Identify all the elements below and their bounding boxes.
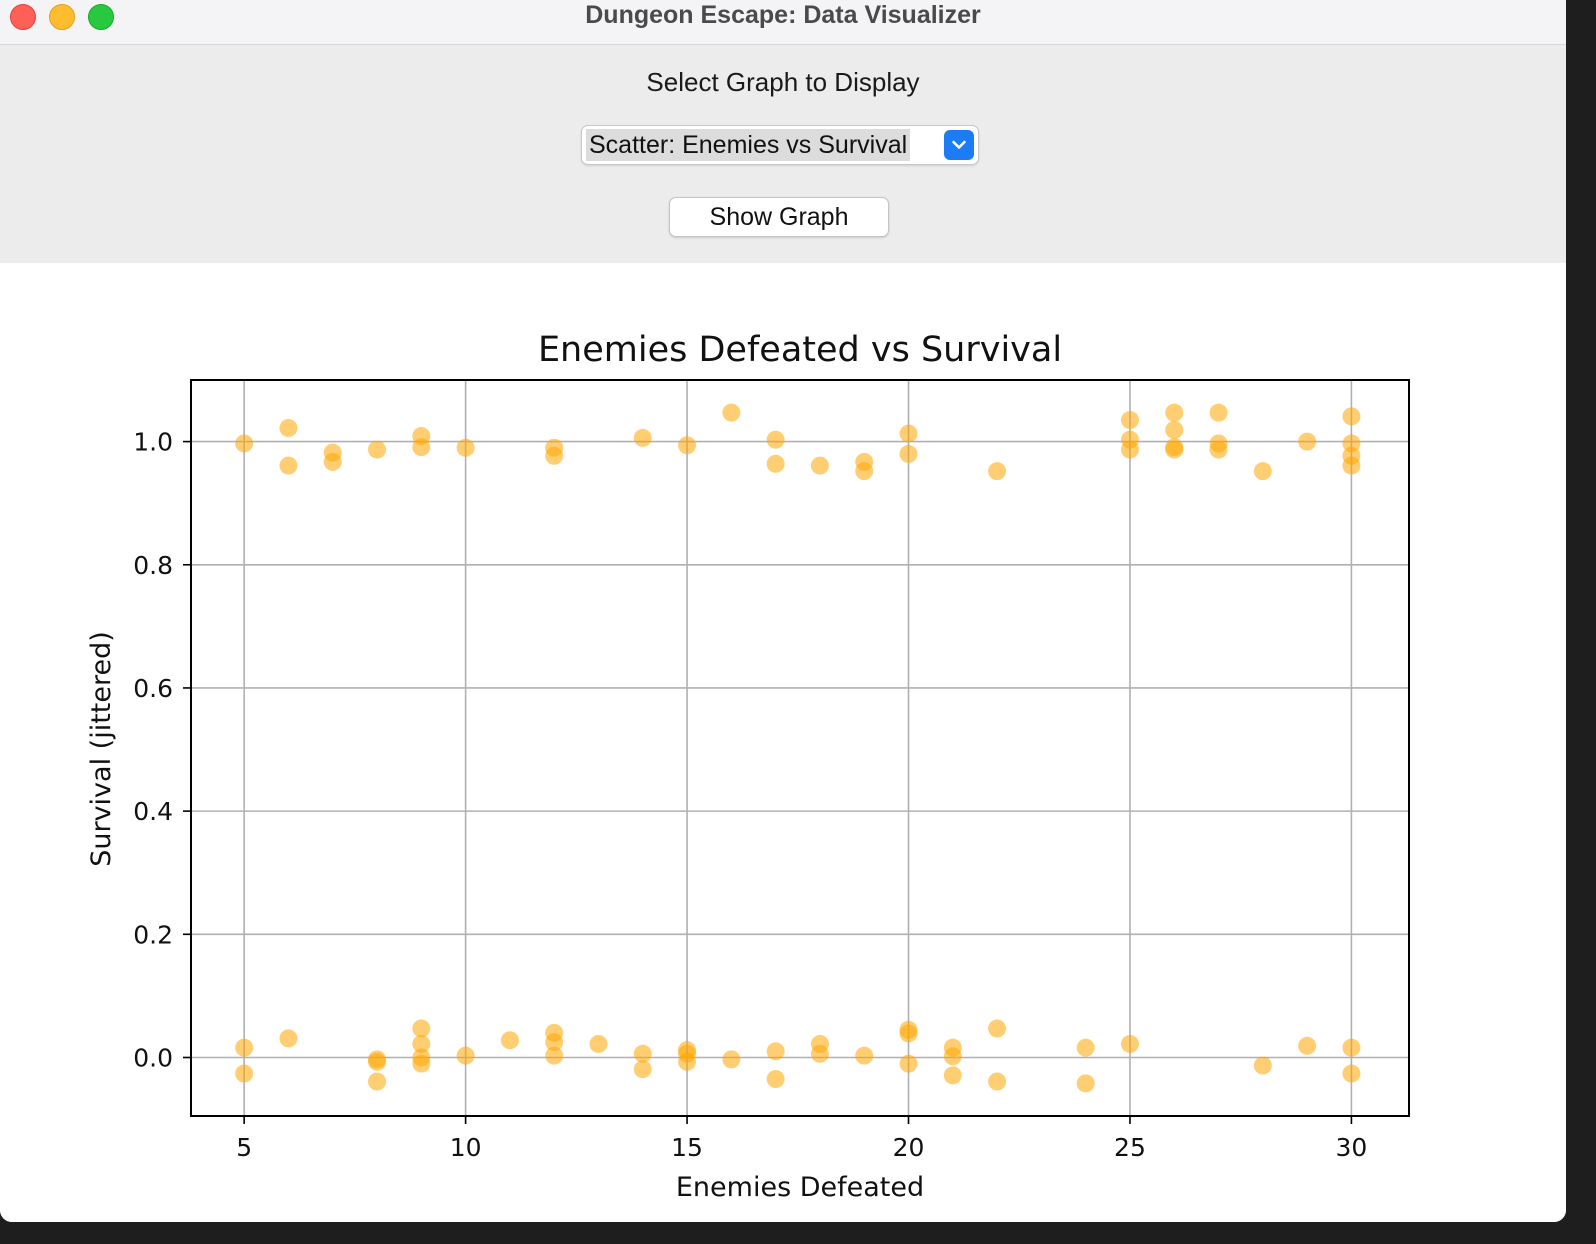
data-point [943,1066,962,1085]
data-point [1120,1034,1139,1053]
data-point [1165,403,1184,422]
data-point [235,1038,254,1057]
close-window-button[interactable] [10,4,36,30]
data-point [988,1019,1007,1038]
scatter-chart: 5 10 15 20 25 30 0.0 0.2 0.4 0.6 0.8 1.0 Enemies D… [86,330,1410,1203]
graph-select-value: Scatter: Enemies vs Survival [586,129,911,161]
x-tick-label: 10 [450,1133,482,1162]
title-bar: Dungeon Escape: Data Visualizer [0,0,1566,45]
data-point [545,1033,564,1052]
data-point [1076,1074,1095,1093]
data-point [899,444,918,463]
plot-area: 5 10 15 20 25 30 0.0 0.2 0.4 0.6 0.8 1.0 Enemies D… [0,263,1566,1222]
data-point [1253,1056,1272,1075]
x-tick-label: 25 [1114,1133,1146,1162]
data-point [412,1034,431,1053]
data-points [235,403,1361,1093]
y-tick-label: 1.0 [133,428,173,457]
minimize-window-button[interactable] [49,4,75,30]
data-point [235,434,254,453]
data-point [1342,1038,1361,1057]
x-axis-label: Enemies Defeated [676,1172,924,1203]
x-tick-label: 20 [893,1133,925,1162]
data-point [766,1070,785,1089]
x-tick-label: 15 [671,1133,703,1162]
maximize-window-button[interactable] [88,4,114,30]
y-axis-label: Survival (jittered) [86,631,117,867]
data-point [633,1044,652,1063]
data-point [988,462,1007,481]
y-tick-label: 0.0 [133,1043,173,1072]
graph-select-dropdown[interactable]: Scatter: Enemies vs Survival [581,125,979,165]
data-point [368,440,387,459]
axes-frame [190,379,1410,1117]
x-tick-label: 30 [1336,1133,1368,1162]
data-point [899,1024,918,1043]
grid-lines [191,380,1409,1116]
data-point [1209,403,1228,422]
data-point [456,1046,475,1065]
data-point [412,1019,431,1038]
data-point [810,1044,829,1063]
data-point [1253,462,1272,481]
x-tick-label: 5 [236,1133,252,1162]
data-point [988,1072,1007,1091]
data-point [899,1054,918,1073]
data-point [323,452,342,471]
y-tick-label: 0.2 [133,920,173,949]
data-point [1209,440,1228,459]
data-point [1120,411,1139,430]
data-point [633,428,652,447]
chevron-down-icon[interactable] [944,130,974,160]
data-point [412,1054,431,1073]
data-point [589,1034,608,1053]
select-graph-label: Select Graph to Display [646,67,920,97]
window-title: Dungeon Escape: Data Visualizer [585,1,981,29]
data-point [1342,456,1361,475]
y-tick-label: 0.6 [133,674,173,703]
data-point [855,462,874,481]
data-point [368,1072,387,1091]
data-point [722,403,741,422]
data-point [1165,440,1184,459]
data-point [412,438,431,457]
data-point [1342,1064,1361,1083]
data-point [1165,420,1184,439]
data-point [279,456,298,475]
data-point [1120,440,1139,459]
data-point [235,1064,254,1083]
data-point [855,1046,874,1065]
data-point [1298,1036,1317,1055]
data-point [766,1042,785,1061]
data-point [456,438,475,457]
data-point [1342,407,1361,426]
app-window: Dungeon Escape: Data Visualizer Select G… [0,0,1566,1222]
data-point [810,456,829,475]
data-point [943,1047,962,1066]
data-point [500,1031,519,1050]
data-point [678,1052,697,1071]
data-point [279,1029,298,1048]
x-ticks: 5 10 15 20 25 30 [236,1116,1367,1162]
data-point [678,436,697,455]
data-point [766,454,785,473]
data-point [1076,1038,1095,1057]
data-point [766,430,785,449]
data-point [545,1046,564,1065]
y-ticks: 0.0 0.2 0.4 0.6 0.8 1.0 [133,428,191,1072]
show-graph-button[interactable]: Show Graph [669,197,889,237]
data-point [1298,432,1317,451]
data-point [545,446,564,465]
data-point [368,1052,387,1071]
data-point [1342,434,1361,453]
data-point [279,419,298,438]
data-point [722,1050,741,1069]
controls-panel: Select Graph to Display Scatter: Enemies… [0,45,1566,263]
chart-title: Enemies Defeated vs Survival [538,330,1062,370]
data-point [899,424,918,443]
y-tick-label: 0.4 [133,797,173,826]
y-tick-label: 0.8 [133,551,173,580]
data-point [633,1060,652,1079]
